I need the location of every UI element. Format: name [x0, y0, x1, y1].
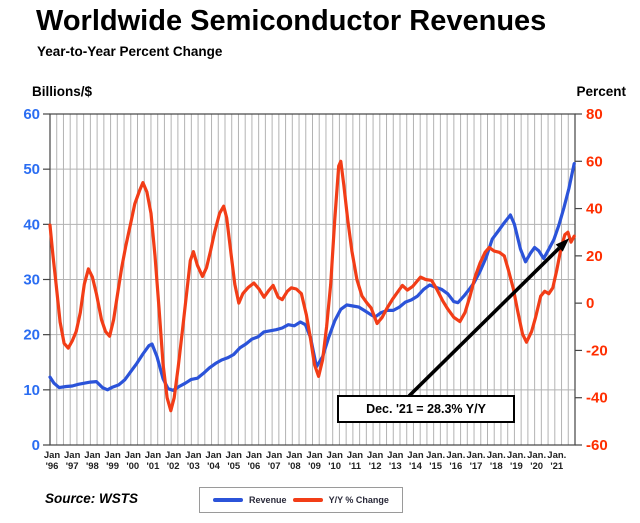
legend: Revenue Y/Y % Change: [199, 487, 403, 513]
x-tick-month-label: Jan: [185, 450, 202, 461]
annotation-text: Dec. '21 = 28.3% Y/Y: [366, 402, 486, 416]
x-tick-month-label: Jan: [165, 450, 182, 461]
x-tick-year-label: '21: [550, 461, 564, 472]
right-axis-tick-label: 20: [586, 248, 603, 265]
x-tick-year-label: '01: [147, 461, 161, 472]
x-tick-month-label: Jan: [226, 450, 243, 461]
x-tick-month-label: Jan: [266, 450, 283, 461]
legend-label-yoy: Y/Y % Change: [328, 495, 389, 505]
right-axis-tick-label: 80: [586, 106, 603, 123]
x-tick-year-label: '03: [187, 461, 200, 472]
x-tick-year-label: '99: [106, 461, 119, 472]
x-tick-year-label: '10: [328, 461, 341, 472]
right-axis-tick-label: 60: [586, 153, 603, 170]
left-axis-tick-label: 10: [23, 382, 40, 399]
x-tick-year-label: '06: [248, 461, 261, 472]
right-axis-tick-label: 40: [586, 201, 603, 218]
annotation-callout: Dec. '21 = 28.3% Y/Y: [337, 395, 515, 423]
x-tick-month-label: Jan: [347, 450, 364, 461]
x-tick-month-label: Jan: [84, 450, 101, 461]
yoy-change-line: [48, 159, 576, 413]
x-tick-year-label: '15: [429, 461, 443, 472]
x-tick-month-label: Jan: [387, 450, 404, 461]
x-tick-month-label: Jan.: [446, 450, 465, 461]
left-axis-tick-label: 20: [23, 327, 40, 344]
x-tick-month-label: Jan: [145, 450, 162, 461]
x-tick-month-label: Jan: [327, 450, 344, 461]
x-tick-year-label: '98: [86, 461, 99, 472]
left-axis-tick-label: 40: [23, 216, 40, 233]
x-tick-month-label: Jan: [205, 450, 222, 461]
right-axis-tick-label: -60: [586, 437, 608, 454]
x-tick-year-label: '04: [207, 461, 221, 472]
left-axis-tick-label: 30: [23, 272, 40, 289]
x-tick-year-label: '18: [490, 461, 503, 472]
x-tick-month-label: Jan.: [467, 450, 486, 461]
yoy-line-swatch: [292, 498, 323, 502]
x-tick-month-label: Jan: [306, 450, 323, 461]
left-axis-tick-label: 0: [32, 437, 40, 454]
left-axis-tick-label: 60: [23, 106, 40, 123]
x-tick-year-label: '07: [268, 461, 281, 472]
right-axis-tick-label: -20: [586, 342, 608, 359]
x-tick-year-label: '96: [46, 461, 59, 472]
x-tick-year-label: '00: [126, 461, 139, 472]
x-tick-year-label: '97: [66, 461, 79, 472]
x-tick-month-label: Jan: [44, 450, 61, 461]
x-tick-month-label: Jan: [246, 450, 263, 461]
x-tick-month-label: Jan: [407, 450, 424, 461]
x-tick-year-label: '09: [308, 461, 321, 472]
x-tick-year-label: '12: [369, 461, 382, 472]
x-tick-year-label: '19: [510, 461, 523, 472]
x-tick-year-label: '13: [389, 461, 402, 472]
x-tick-month-label: Jan: [125, 450, 142, 461]
left-axis-title: Billions/$: [32, 84, 93, 99]
x-tick-month-label: Jan.: [426, 450, 445, 461]
page-title: Worldwide Semiconductor Revenues: [36, 5, 547, 37]
page-subtitle: Year-to-Year Percent Change: [37, 44, 223, 59]
left-axis-tick-label: 50: [23, 161, 40, 178]
x-tick-month-label: Jan.: [507, 450, 526, 461]
right-axis-tick-label: -40: [586, 390, 608, 407]
revenue-line-swatch: [213, 498, 244, 502]
x-tick-month-label: Jan.: [527, 450, 546, 461]
right-axis-tick-label: 0: [586, 295, 594, 312]
x-tick-month-label: Jan: [64, 450, 81, 461]
x-tick-month-label: Jan: [367, 450, 384, 461]
annotation-arrow-head: [555, 238, 570, 252]
x-tick-month-label: Jan: [286, 450, 303, 461]
x-tick-year-label: '20: [530, 461, 543, 472]
x-tick-year-label: '05: [227, 461, 241, 472]
annotation-arrow-line: [407, 246, 561, 398]
x-tick-year-label: '17: [470, 461, 483, 472]
right-axis-title: Percent: [576, 84, 626, 99]
legend-label-revenue: Revenue: [249, 495, 287, 505]
x-tick-month-label: Jan.: [487, 450, 506, 461]
source-label: Source: WSTS: [45, 491, 139, 506]
x-tick-month-label: Jan: [104, 450, 121, 461]
x-tick-year-label: '08: [288, 461, 301, 472]
x-tick-year-label: '11: [349, 461, 362, 472]
x-tick-month-label: Jan.: [547, 450, 566, 461]
x-tick-year-label: '16: [449, 461, 462, 472]
x-tick-year-label: '02: [167, 461, 180, 472]
x-tick-year-label: '14: [409, 461, 423, 472]
